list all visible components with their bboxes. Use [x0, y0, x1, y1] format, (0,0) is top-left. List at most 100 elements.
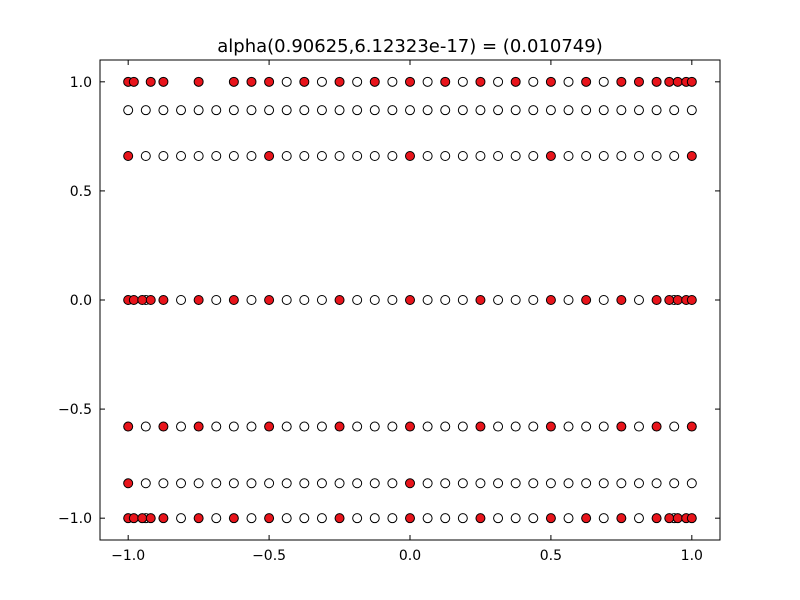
data-point-open [299, 421, 310, 432]
data-point-open [281, 76, 292, 87]
data-point-open [228, 478, 239, 489]
data-point-open [281, 105, 292, 116]
data-point-open [493, 478, 504, 489]
data-point-open [528, 295, 539, 305]
data-point-open [581, 478, 592, 489]
data-point-filled [616, 421, 627, 432]
data-point-open [387, 151, 398, 161]
data-point-filled [651, 513, 662, 524]
data-point-filled [672, 76, 683, 87]
data-point-open [193, 105, 204, 116]
data-point-open [440, 295, 451, 305]
data-point-open [123, 105, 134, 116]
data-point-open [387, 478, 398, 489]
data-point-filled [672, 513, 683, 524]
data-point-open [669, 105, 680, 116]
data-point-filled [264, 76, 275, 87]
data-point-filled [193, 513, 204, 524]
data-point-open [457, 295, 468, 305]
data-point-open [510, 513, 521, 524]
data-point-open [299, 105, 310, 116]
data-point-open [528, 105, 539, 116]
data-point-open [457, 76, 468, 87]
data-point-open [228, 151, 239, 161]
data-point-open [211, 421, 222, 432]
data-point-open [493, 76, 504, 87]
data-point-open [581, 105, 592, 116]
y-tick-label: 0.0 [70, 293, 92, 309]
data-point-open [140, 421, 151, 432]
data-point-open [581, 151, 592, 161]
data-point-filled [672, 295, 683, 305]
data-point-filled [334, 421, 345, 432]
data-point-filled [145, 295, 156, 305]
data-point-open [299, 478, 310, 489]
data-point-open [616, 478, 627, 489]
data-point-open [369, 478, 380, 489]
data-point-filled [246, 76, 257, 87]
data-point-open [158, 478, 169, 489]
data-point-open [246, 295, 257, 305]
data-point-open [563, 151, 574, 161]
data-point-open [299, 513, 310, 524]
data-point-filled [228, 76, 239, 87]
data-point-open [422, 295, 433, 305]
data-point-open [457, 151, 468, 161]
data-point-open [563, 105, 574, 116]
data-point-open [422, 76, 433, 87]
data-point-filled [264, 295, 275, 305]
data-point-open [316, 513, 327, 524]
data-point-open [598, 295, 609, 305]
data-point-open [510, 151, 521, 161]
data-point-open [369, 421, 380, 432]
y-tick-label: −0.5 [58, 402, 92, 418]
data-point-open [176, 478, 187, 489]
data-point-filled [440, 76, 451, 87]
data-point-open [457, 105, 468, 116]
x-tick-label: −1.0 [111, 548, 145, 564]
data-point-open [352, 76, 363, 87]
data-point-filled [664, 295, 675, 305]
data-point-filled [475, 421, 486, 432]
data-point-open [440, 478, 451, 489]
data-point-open [475, 478, 486, 489]
data-point-open [387, 295, 398, 305]
data-point-open [422, 421, 433, 432]
x-tick-label: 1.0 [681, 548, 703, 564]
data-point-filled [128, 76, 139, 87]
data-point-open [211, 478, 222, 489]
data-point-open [176, 151, 187, 161]
data-point-open [316, 76, 327, 87]
data-point-open [246, 105, 257, 116]
data-point-open [316, 295, 327, 305]
data-point-open [493, 295, 504, 305]
data-point-filled [369, 76, 380, 87]
data-point-open [352, 295, 363, 305]
data-point-filled [616, 76, 627, 87]
data-point-filled [475, 513, 486, 524]
x-tick-label: 0.5 [540, 548, 562, 564]
data-point-open [510, 421, 521, 432]
data-point-open [475, 151, 486, 161]
data-point-filled [581, 513, 592, 524]
data-point-filled [158, 295, 169, 305]
data-point-open [387, 76, 398, 87]
data-point-filled [405, 421, 415, 432]
data-point-filled [193, 295, 204, 305]
data-point-open [651, 151, 662, 161]
data-point-open [493, 105, 504, 116]
data-point-open [598, 76, 609, 87]
data-point-open [281, 151, 292, 161]
data-point-open [193, 151, 204, 161]
data-point-open [598, 151, 609, 161]
x-tick-label: 0.0 [399, 548, 421, 564]
data-point-open [299, 151, 310, 161]
data-point-filled [616, 295, 627, 305]
data-point-open [633, 295, 644, 305]
data-point-open [352, 421, 363, 432]
data-point-filled [633, 76, 644, 87]
data-point-open [563, 513, 574, 524]
data-point-open [616, 105, 627, 116]
data-point-open [563, 478, 574, 489]
data-point-filled [686, 76, 697, 87]
